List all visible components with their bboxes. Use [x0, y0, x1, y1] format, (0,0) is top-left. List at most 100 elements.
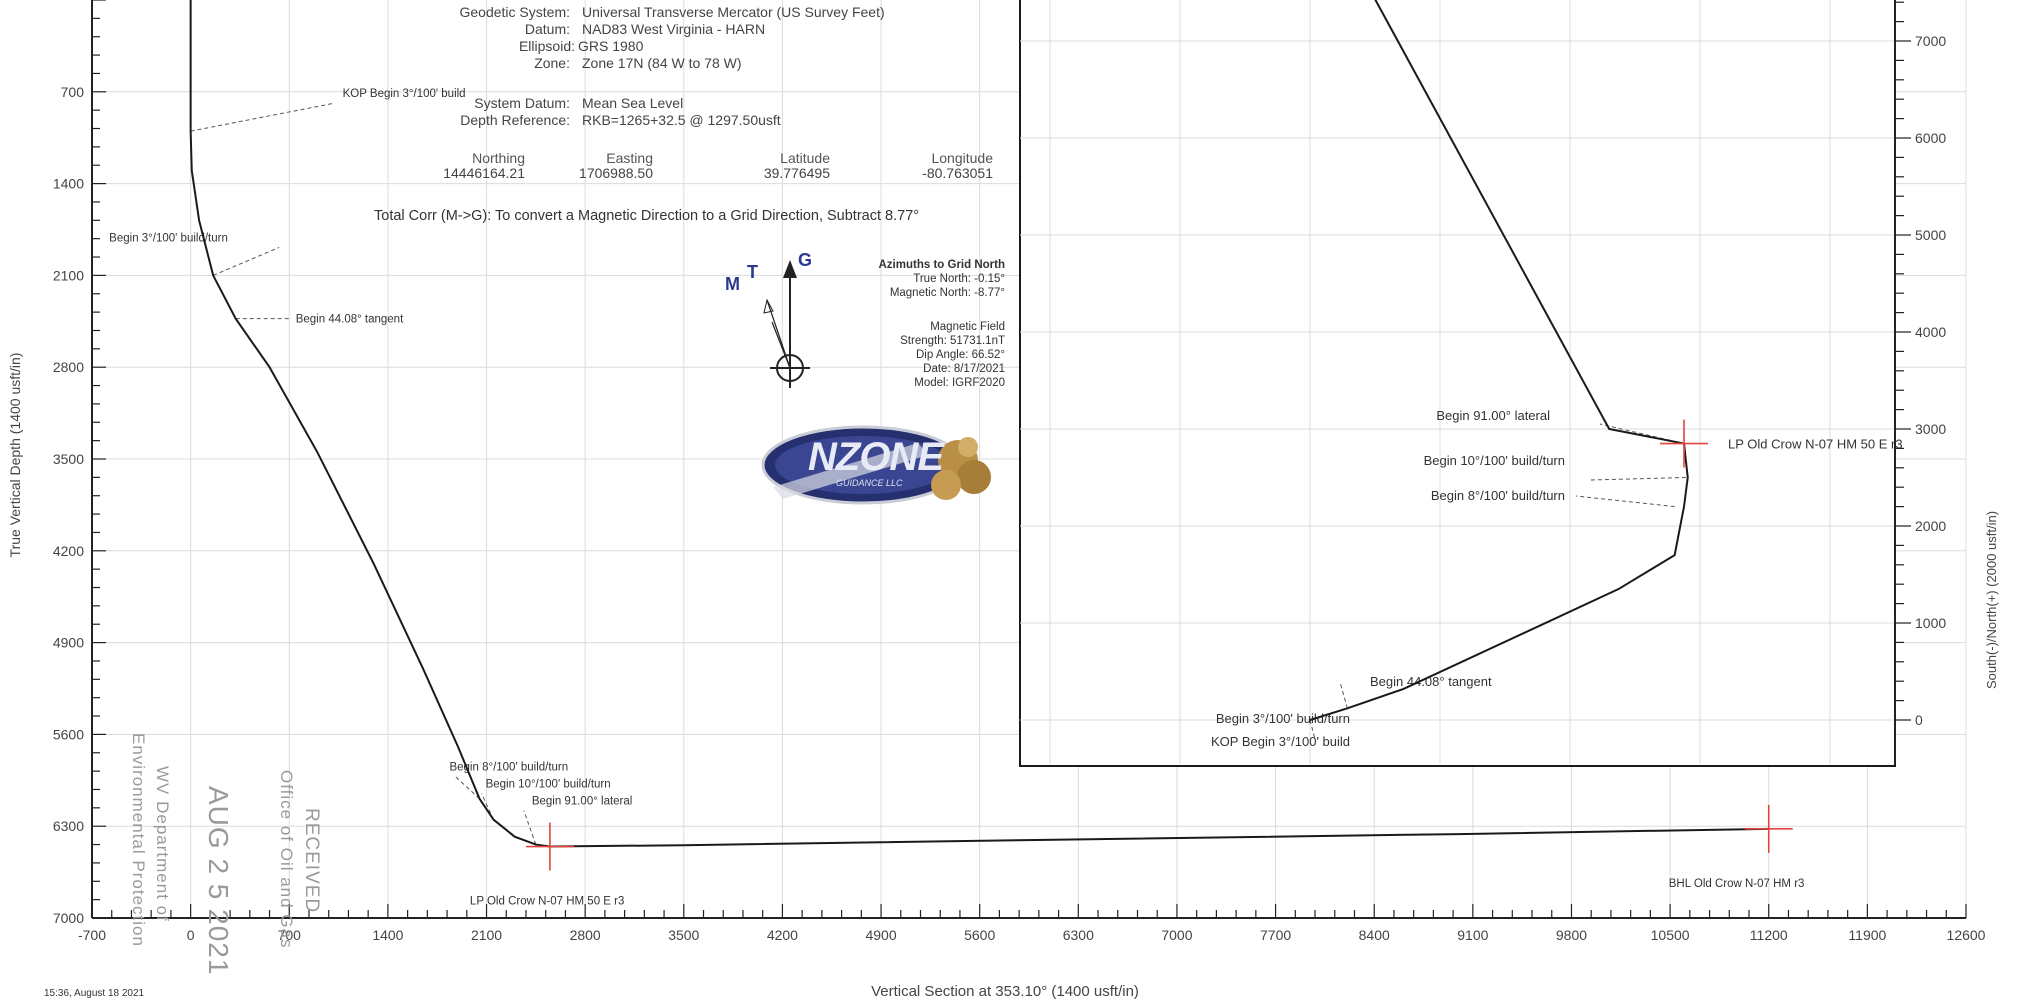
zone-label: Zone:	[534, 55, 570, 71]
main-x-tick-label: 2800	[570, 927, 601, 943]
main-x-tick-label: 9100	[1457, 927, 1488, 943]
main-x-tick-label: 1400	[372, 927, 403, 943]
inset-grid	[1020, 0, 1895, 764]
stamp-received: RECEIVED	[301, 808, 322, 914]
target-label: BHL Old Crow N-07 HM r3	[1669, 878, 1805, 890]
magnetic-field-strength: Strength: 51731.1nT	[900, 335, 1005, 347]
main-y-tick-label: 2100	[53, 267, 84, 283]
main-y-tick-label: 5600	[53, 726, 84, 742]
stamp-office: Office of Oil and Gas	[277, 770, 296, 949]
main-x-tick-label: 0	[187, 927, 195, 943]
annotation-leader	[212, 246, 280, 276]
inset-y-tick-label: 3000	[1915, 421, 1946, 437]
inset-y-tick-label: 0	[1915, 712, 1923, 728]
annotation-label: Begin 8°/100' build/turn	[449, 762, 568, 774]
inset-y-tick-label: 5000	[1915, 227, 1946, 243]
northing-value: 14446164.21	[443, 165, 525, 181]
inset-y-tick-label: 7000	[1915, 33, 1946, 49]
main-x-tick-label: 2100	[471, 927, 502, 943]
inset-y-tick-label: 1000	[1915, 615, 1946, 631]
annotation-label: KOP Begin 3°/100' build	[343, 88, 466, 100]
main-x-tick-label: 4900	[865, 927, 896, 943]
main-y-tick-label: 7000	[53, 910, 84, 926]
north-arrow-icon	[763, 260, 810, 388]
easting-value: 1706988.50	[579, 165, 653, 181]
annotation-label: Begin 3°/100' build/turn	[109, 232, 228, 244]
system-datum-label: System Datum:	[474, 95, 570, 111]
annotation-label: Begin 91.00° lateral	[532, 796, 633, 808]
datum-value: NAD83 West Virginia - HARN	[582, 21, 766, 37]
main-x-tick-label: 6300	[1063, 927, 1094, 943]
inset-y-tick-label: 6000	[1915, 130, 1946, 146]
azimuth-title: Azimuths to Grid North	[878, 259, 1006, 271]
main-x-tick-label: 11900	[1848, 927, 1886, 943]
inset-annotations: KOP Begin 3°/100' build Begin 3°/100' bui…	[1211, 408, 1686, 749]
main-x-tick-label: 11200	[1750, 927, 1788, 943]
inset-annotation-label: Begin 91.00° lateral	[1436, 408, 1550, 423]
main-targets: LP Old Crow N-07 HM 50 E r3 BHL Old Crow …	[470, 804, 1805, 908]
inset-target-label: LP Old Crow N-07 HM 50 E r3	[1728, 437, 1903, 452]
main-y-tick-label: 4200	[53, 543, 84, 559]
main-x-tick-label: 4200	[767, 927, 798, 943]
inset-annotation-leader	[1309, 719, 1316, 740]
inset-annotation-label: Begin 44.08° tangent	[1370, 674, 1492, 689]
azimuth-true-north: True North: -0.15°	[913, 273, 1005, 285]
annotation-label: Begin 10°/100' build/turn	[486, 779, 611, 791]
annotation-leader	[455, 776, 480, 800]
stamp-date: AUG 2 5 2021	[203, 786, 234, 976]
inset-y-axis-label: South(-)/North(+) (2000 usft/in)	[1984, 511, 1999, 689]
north-arrow: M T G	[720, 250, 830, 400]
inset-y-tick-label: 4000	[1915, 324, 1946, 340]
magnetic-field-title: Magnetic Field	[930, 321, 1005, 333]
stamp-env: Environmental Protection	[129, 733, 148, 947]
inset-annotation-label: Begin 10°/100' build/turn	[1424, 453, 1565, 468]
azimuth-magnetic-north: Magnetic North: -8.77°	[889, 287, 1005, 299]
main-y-tick-label: 3500	[53, 451, 84, 467]
main-x-tick-label: 9800	[1556, 927, 1587, 943]
grid-north-letter: G	[798, 250, 813, 270]
longitude-value: -80.763051	[922, 165, 993, 181]
inset-annotation-leader	[1589, 477, 1686, 481]
geodetic-system-value: Universal Transverse Mercator (US Survey…	[582, 4, 885, 20]
inset-annotation-leader	[1339, 681, 1348, 709]
depth-reference-label: Depth Reference:	[460, 112, 570, 128]
inset-annotation-leader	[1575, 495, 1675, 508]
longitude-label: Longitude	[931, 150, 993, 166]
main-y-tick-label: 4900	[53, 635, 84, 651]
magnetic-field-date: Date: 8/17/2021	[923, 363, 1005, 375]
system-datum-value: Mean Sea Level	[582, 95, 684, 111]
inset-annotation-label: Begin 8°/100' build/turn	[1431, 488, 1565, 503]
inset-wellpath-line	[1309, 0, 1689, 721]
annotation-leader	[190, 102, 335, 132]
ellipsoid-value: GRS 1980	[578, 38, 644, 54]
main-x-axis-label: Vertical Section at 353.10° (1400 usft/i…	[871, 983, 1139, 999]
latitude-value: 39.776495	[763, 165, 830, 181]
main-x-tick-label: 7700	[1260, 927, 1291, 943]
timestamp: 15:36, August 18 2021	[44, 988, 145, 999]
main-wellpath	[189, 0, 1769, 848]
main-wellpath-line	[189, 0, 1769, 848]
plan-view-frame	[1019, 0, 1896, 767]
easting-label: Easting	[606, 150, 653, 166]
main-x-tick-label: 7000	[1161, 927, 1192, 943]
main-x-tick-label: -700	[78, 927, 106, 943]
main-x-tick-label: 3500	[668, 927, 699, 943]
main-y-tick-label: 1400	[53, 176, 84, 192]
geodetic-system-label: Geodetic System:	[459, 4, 571, 20]
nzone-logo-graphic	[761, 425, 991, 505]
annotation-leader	[481, 793, 495, 820]
total-correction-note: Total Corr (M->G): To convert a Magnetic…	[374, 208, 920, 224]
main-x-tick-label: 8400	[1359, 927, 1390, 943]
ellipsoid-label: Ellipsoid:	[518, 38, 575, 54]
magnetic-field-model: Model: IGRF2020	[914, 377, 1005, 389]
true-north-letter: T	[747, 262, 758, 282]
datum-label: Datum:	[524, 21, 570, 37]
annotation-leader	[523, 810, 537, 845]
stamp-dept: WV Department of	[153, 766, 172, 922]
latitude-label: Latitude	[780, 150, 830, 166]
main-x-tick-label: 700	[278, 927, 302, 943]
northing-label: Northing	[472, 150, 525, 166]
inset-annotation-label: Begin 3°/100' build/turn	[1216, 711, 1350, 726]
main-x-tick-label: 5600	[964, 927, 995, 943]
